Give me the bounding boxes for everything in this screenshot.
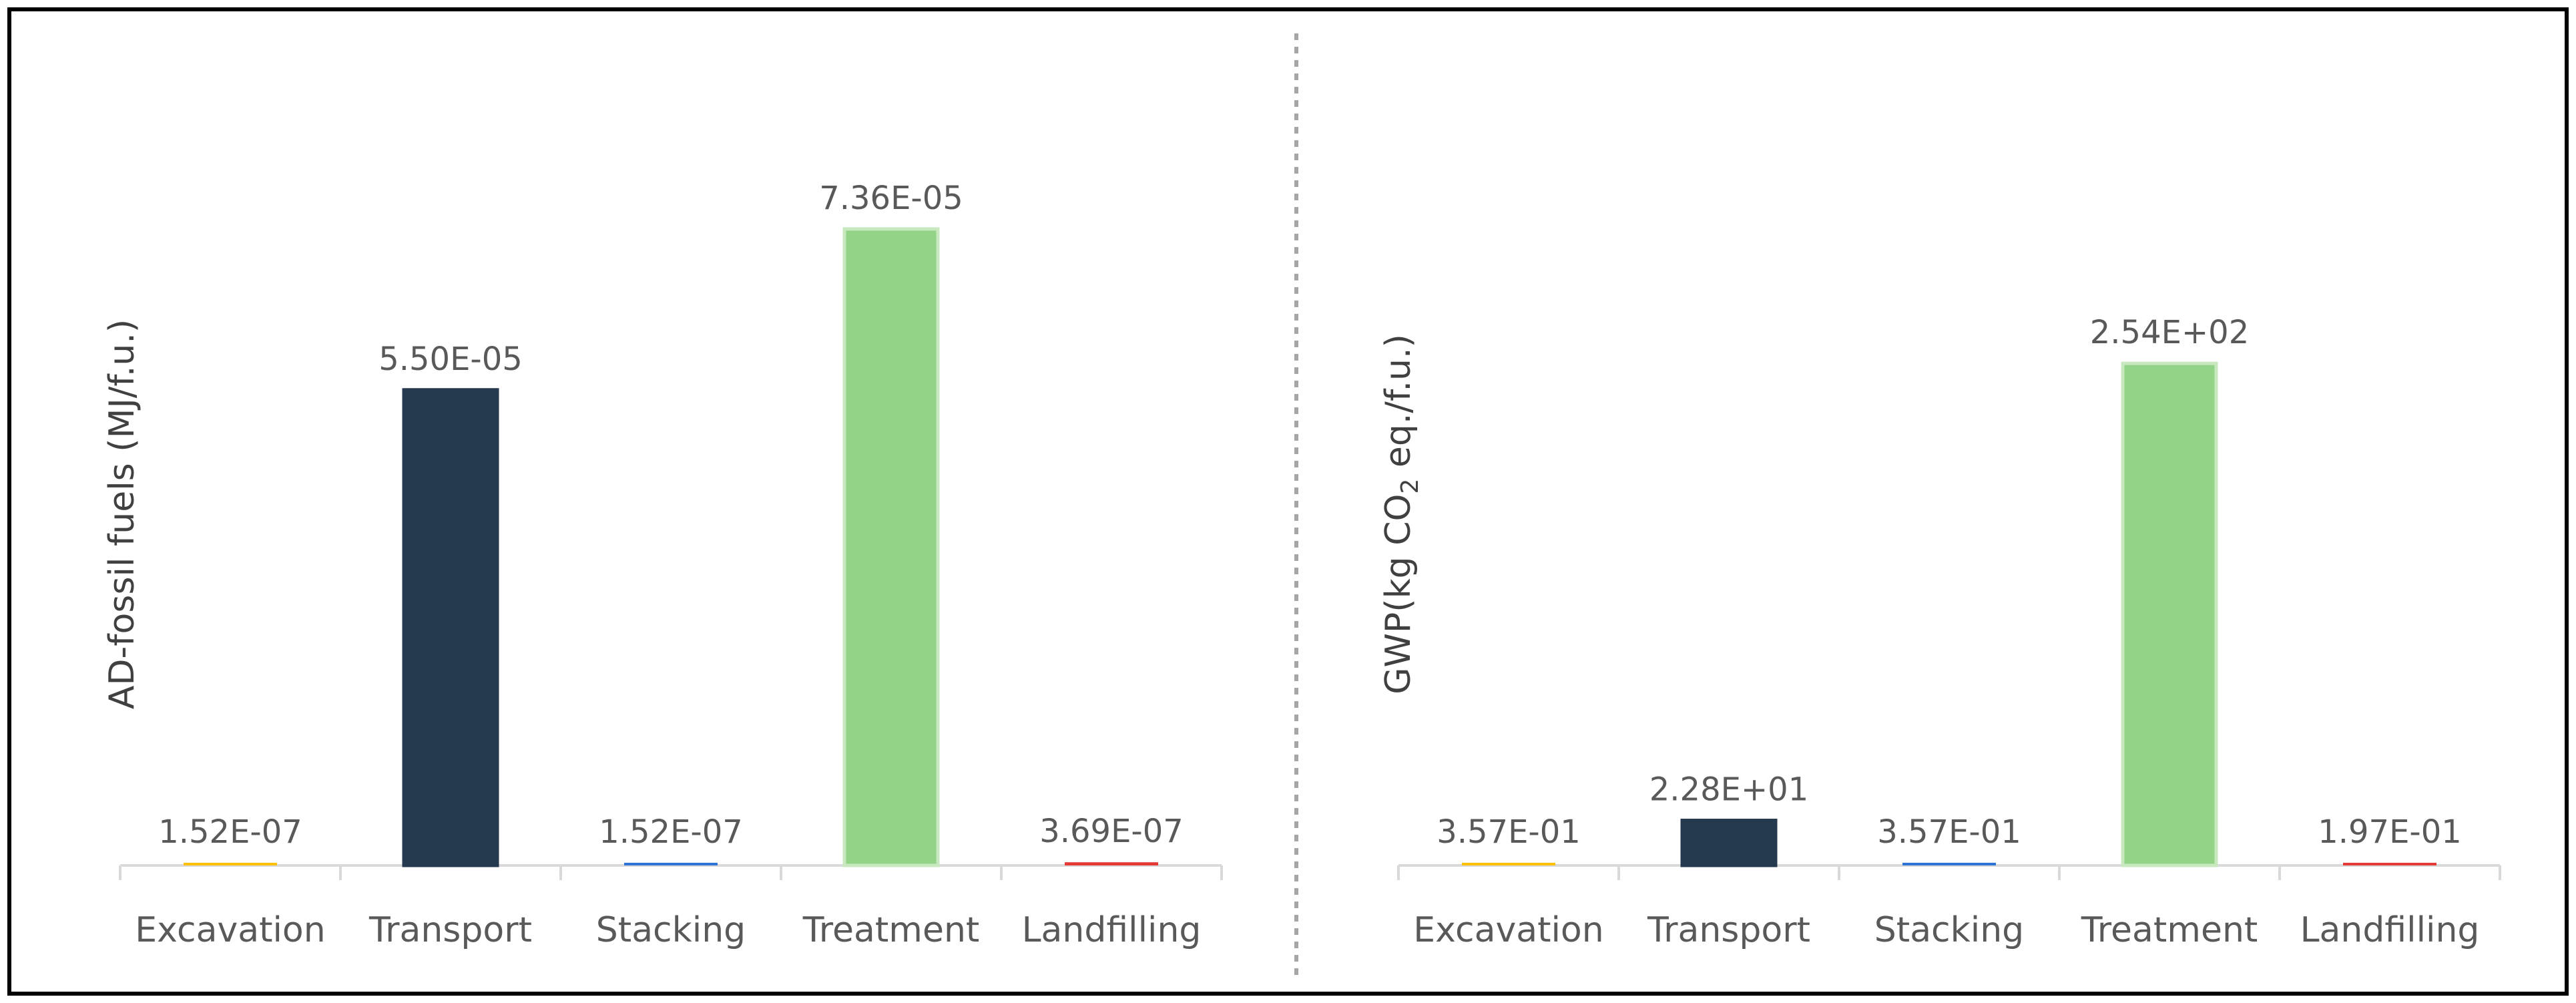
left-bar-treatment [842, 227, 940, 867]
right-data-label-transport: 2.28E+01 [1649, 771, 1809, 809]
right-category-label-stacking: Stacking [1874, 910, 2024, 950]
right-bar-excavation [1462, 863, 1555, 865]
left-data-label-stacking: 1.52E-07 [599, 813, 743, 851]
right-y-axis-title: GWP(kg CO2 eq./f.u.) [1378, 334, 1424, 694]
right-data-label-excavation: 3.57E-01 [1437, 813, 1581, 851]
left-data-label-transport: 5.50E-05 [378, 341, 523, 378]
right-category-label-landfilling: Landfilling [2300, 910, 2480, 950]
left-bar-stacking [624, 863, 718, 865]
left-y-axis-title: AD-fossil fuels (MJ/f.u.) [102, 319, 142, 709]
right-y-axis-title-suffix: eq./f.u.) [1378, 334, 1419, 478]
right-category-label-excavation: Excavation [1413, 910, 1603, 950]
right-bar-stacking [1902, 863, 1996, 865]
right-category-label-treatment: Treatment [2081, 910, 2258, 950]
right-category-label-transport: Transport [1647, 910, 1810, 950]
left-category-label-transport: Transport [368, 910, 532, 950]
left-category-label-landfilling: Landfilling [1022, 910, 1202, 950]
left-chart-panel: AD-fossil fuels (MJ/f.u.) 1.52E-07 Excava… [102, 180, 1223, 950]
right-data-label-stacking: 3.57E-01 [1877, 813, 2021, 851]
left-bar-excavation [184, 863, 277, 865]
right-chart-panel: GWP(kg CO2 eq./f.u.) 3.57E-01 Excavation 2… [1378, 314, 2501, 950]
left-bar-landfilling [1065, 862, 1158, 865]
right-bar-transport [1680, 819, 1778, 867]
right-data-label-treatment: 2.54E+02 [2090, 314, 2250, 351]
left-data-label-treatment: 7.36E-05 [819, 180, 963, 217]
left-category-label-excavation: Excavation [135, 910, 325, 950]
right-bar-treatment [2121, 361, 2218, 867]
left-category-label-treatment: Treatment [802, 910, 980, 950]
left-bar-transport [402, 388, 499, 867]
left-category-label-stacking: Stacking [596, 910, 746, 950]
left-data-label-landfilling: 3.69E-07 [1039, 813, 1184, 850]
right-y-axis-title-subscript: 2 [1396, 479, 1424, 494]
right-data-label-landfilling: 1.97E-01 [2318, 813, 2462, 851]
right-y-axis-title-prefix: GWP(kg CO [1378, 494, 1419, 694]
left-data-label-excavation: 1.52E-07 [158, 813, 302, 851]
right-bar-landfilling [2343, 863, 2436, 865]
